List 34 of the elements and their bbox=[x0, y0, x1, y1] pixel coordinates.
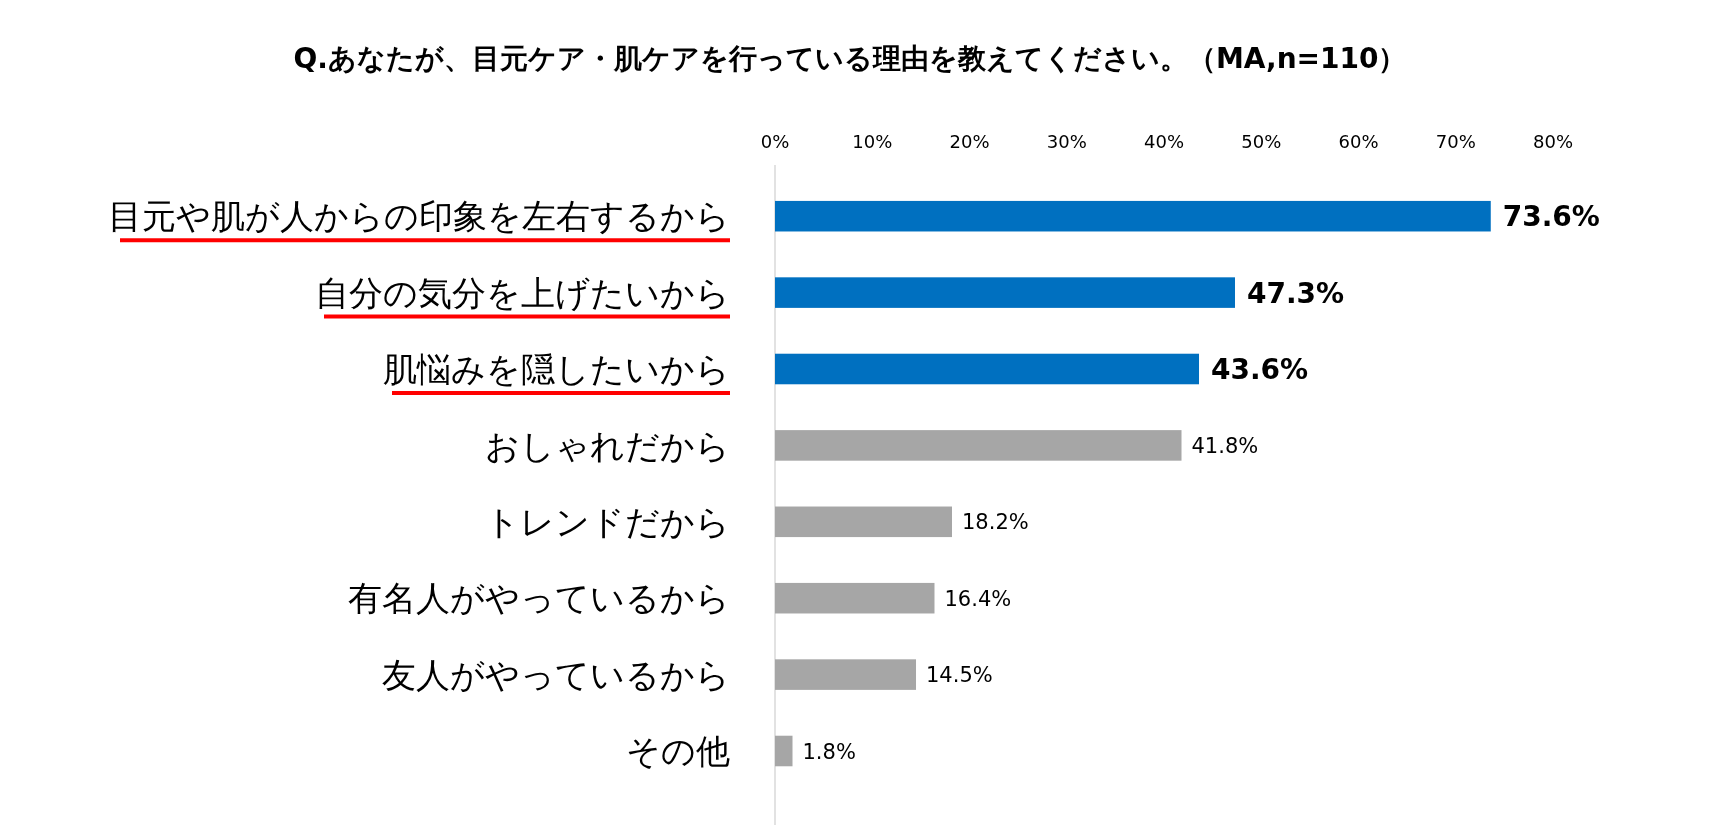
bar bbox=[775, 659, 917, 690]
data-label: 47.3% bbox=[1246, 276, 1345, 310]
data-label: 18.2% bbox=[961, 510, 1029, 535]
x-tick-label: 10% bbox=[852, 131, 893, 152]
x-tick-label: 60% bbox=[1338, 131, 1379, 152]
data-label: 41.8% bbox=[1191, 433, 1259, 458]
y-tick-label: 目元や肌が人からの印象を左右するから bbox=[108, 196, 730, 237]
y-tick-label: 友人がやっているから bbox=[382, 654, 730, 695]
bar bbox=[775, 582, 935, 614]
x-tick-label: 40% bbox=[1143, 131, 1185, 152]
y-tick-label: その他 bbox=[626, 731, 730, 772]
y-tick-label: 自分の気分を上げたいから bbox=[315, 272, 730, 313]
x-tick-label: 70% bbox=[1435, 131, 1476, 152]
data-label: 16.4% bbox=[944, 586, 1012, 611]
bar bbox=[775, 353, 1200, 385]
y-tick-label: おしゃれだから bbox=[485, 425, 730, 466]
x-tick-label: 50% bbox=[1241, 131, 1282, 152]
chart-title: Q.あなたが、目元ケア・肌ケアを行っている理由を教えてください。（MA,n=110） bbox=[293, 42, 1407, 75]
x-tick-label: 0% bbox=[760, 131, 790, 152]
x-tick-label: 30% bbox=[1046, 131, 1087, 152]
y-tick-label: 肌悩みを隠したいから bbox=[383, 349, 730, 390]
x-tick-label: 80% bbox=[1532, 131, 1574, 152]
bar bbox=[775, 430, 1182, 461]
bar bbox=[775, 735, 793, 767]
bar bbox=[775, 506, 952, 538]
y-tick-label: トレンドだから bbox=[485, 502, 730, 543]
bar bbox=[775, 200, 1491, 232]
data-label: 43.6% bbox=[1211, 353, 1309, 387]
data-label: 73.6% bbox=[1502, 200, 1600, 234]
bar bbox=[775, 277, 1235, 308]
x-tick-label: 20% bbox=[949, 131, 990, 152]
y-tick-label: 有名人がやっているから bbox=[348, 578, 730, 619]
data-label: 14.5% bbox=[926, 663, 993, 688]
data-label: 1.8% bbox=[802, 739, 856, 764]
